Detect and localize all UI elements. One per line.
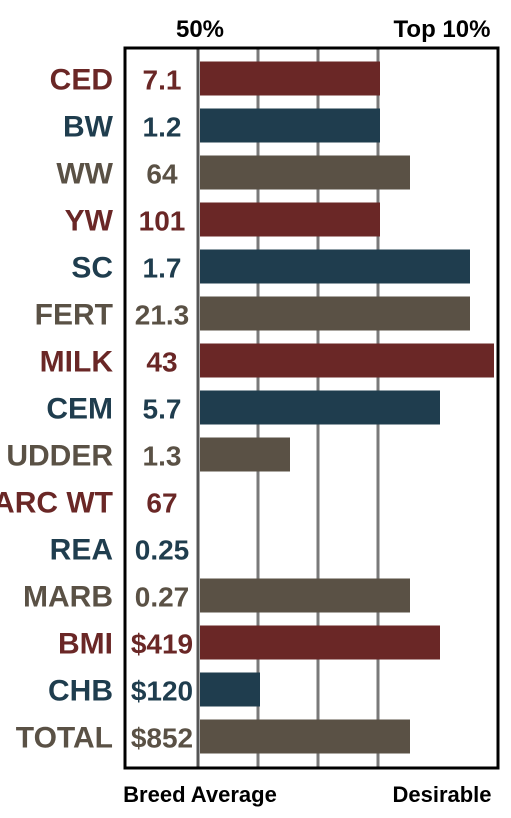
trait-bar bbox=[200, 437, 290, 472]
trait-bar bbox=[200, 249, 470, 284]
trait-label: FERT bbox=[35, 299, 113, 332]
trait-bar bbox=[200, 390, 440, 425]
trait-label: CHB bbox=[48, 675, 113, 708]
chart-frame bbox=[123, 46, 500, 770]
trait-label: UDDER bbox=[6, 440, 113, 473]
trait-rows: CED 7.1 BW 1.2 WW 64 YW 101 SC 1.7 FERT 21.3 MILK 43 C… bbox=[0, 61, 494, 755]
header-label-top-10-percent: Top 10% bbox=[394, 16, 491, 43]
trait-value: $120 bbox=[131, 676, 193, 707]
trait-label: BMI bbox=[58, 628, 113, 661]
trait-label: BW bbox=[63, 111, 114, 144]
trait-label: CEM bbox=[46, 393, 113, 426]
footer-label-desirable: Desirable bbox=[392, 782, 491, 807]
header-label-50-percent: 50% bbox=[176, 16, 224, 43]
trait-label: WW bbox=[56, 158, 113, 191]
trait-bar bbox=[200, 578, 410, 613]
trait-bar bbox=[200, 672, 260, 707]
trait-label: REA bbox=[50, 534, 113, 567]
trait-value: 21.3 bbox=[135, 300, 190, 331]
trait-bar bbox=[200, 61, 380, 96]
trait-label: YW bbox=[65, 205, 114, 238]
trait-value: 64 bbox=[146, 159, 178, 190]
trait-bar bbox=[200, 155, 410, 190]
trait-bar bbox=[200, 719, 410, 754]
trait-bar bbox=[200, 343, 494, 378]
trait-label: CARC WT bbox=[0, 487, 113, 520]
trait-value: 7.1 bbox=[143, 65, 182, 96]
trait-label: CED bbox=[50, 64, 113, 97]
trait-bar bbox=[200, 202, 380, 237]
trait-value: 5.7 bbox=[143, 394, 182, 425]
trait-label: MILK bbox=[40, 346, 114, 379]
trait-bar bbox=[200, 108, 380, 143]
trait-label: SC bbox=[71, 252, 113, 285]
trait-label: TOTAL bbox=[16, 722, 113, 755]
trait-value: 1.2 bbox=[143, 112, 182, 143]
trait-value: 0.25 bbox=[135, 535, 190, 566]
trait-value: 1.3 bbox=[143, 441, 182, 472]
trait-value: 67 bbox=[146, 488, 177, 519]
trait-value: 0.27 bbox=[135, 582, 190, 613]
trait-value: 43 bbox=[146, 347, 177, 378]
trait-label: MARB bbox=[23, 581, 113, 614]
footer-label-breed-average: Breed Average bbox=[123, 782, 277, 807]
trait-value: 101 bbox=[139, 206, 186, 237]
trait-value: $852 bbox=[131, 723, 193, 754]
trait-value: $419 bbox=[131, 629, 193, 660]
trait-bar bbox=[200, 625, 440, 660]
trait-value: 1.7 bbox=[143, 253, 182, 284]
trait-bar bbox=[200, 296, 470, 331]
